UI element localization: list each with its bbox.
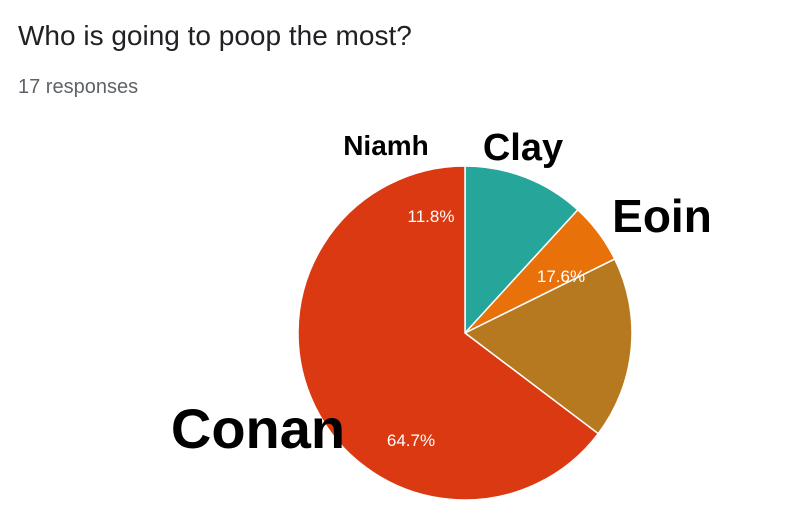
slice-percent-label-niamh: 11.8% <box>408 207 455 226</box>
response-count: 17 responses <box>18 76 139 98</box>
slice-name-label-clay: Clay <box>483 127 563 169</box>
slice-percent-label-conan: 64.7% <box>387 431 435 450</box>
pie-slice-conan <box>297 165 600 501</box>
slice-name-label-niamh: Niamh <box>343 130 429 161</box>
slice-name-label-conan: Conan <box>171 397 345 460</box>
slice-name-label-eoin: Eoin <box>612 190 712 242</box>
pie-slice-niamh <box>464 165 579 335</box>
slice-percent-label-eoin: 17.6% <box>537 267 585 286</box>
question-title: Who is going to poop the most? <box>18 20 412 51</box>
pie-slice-eoin <box>463 258 633 435</box>
